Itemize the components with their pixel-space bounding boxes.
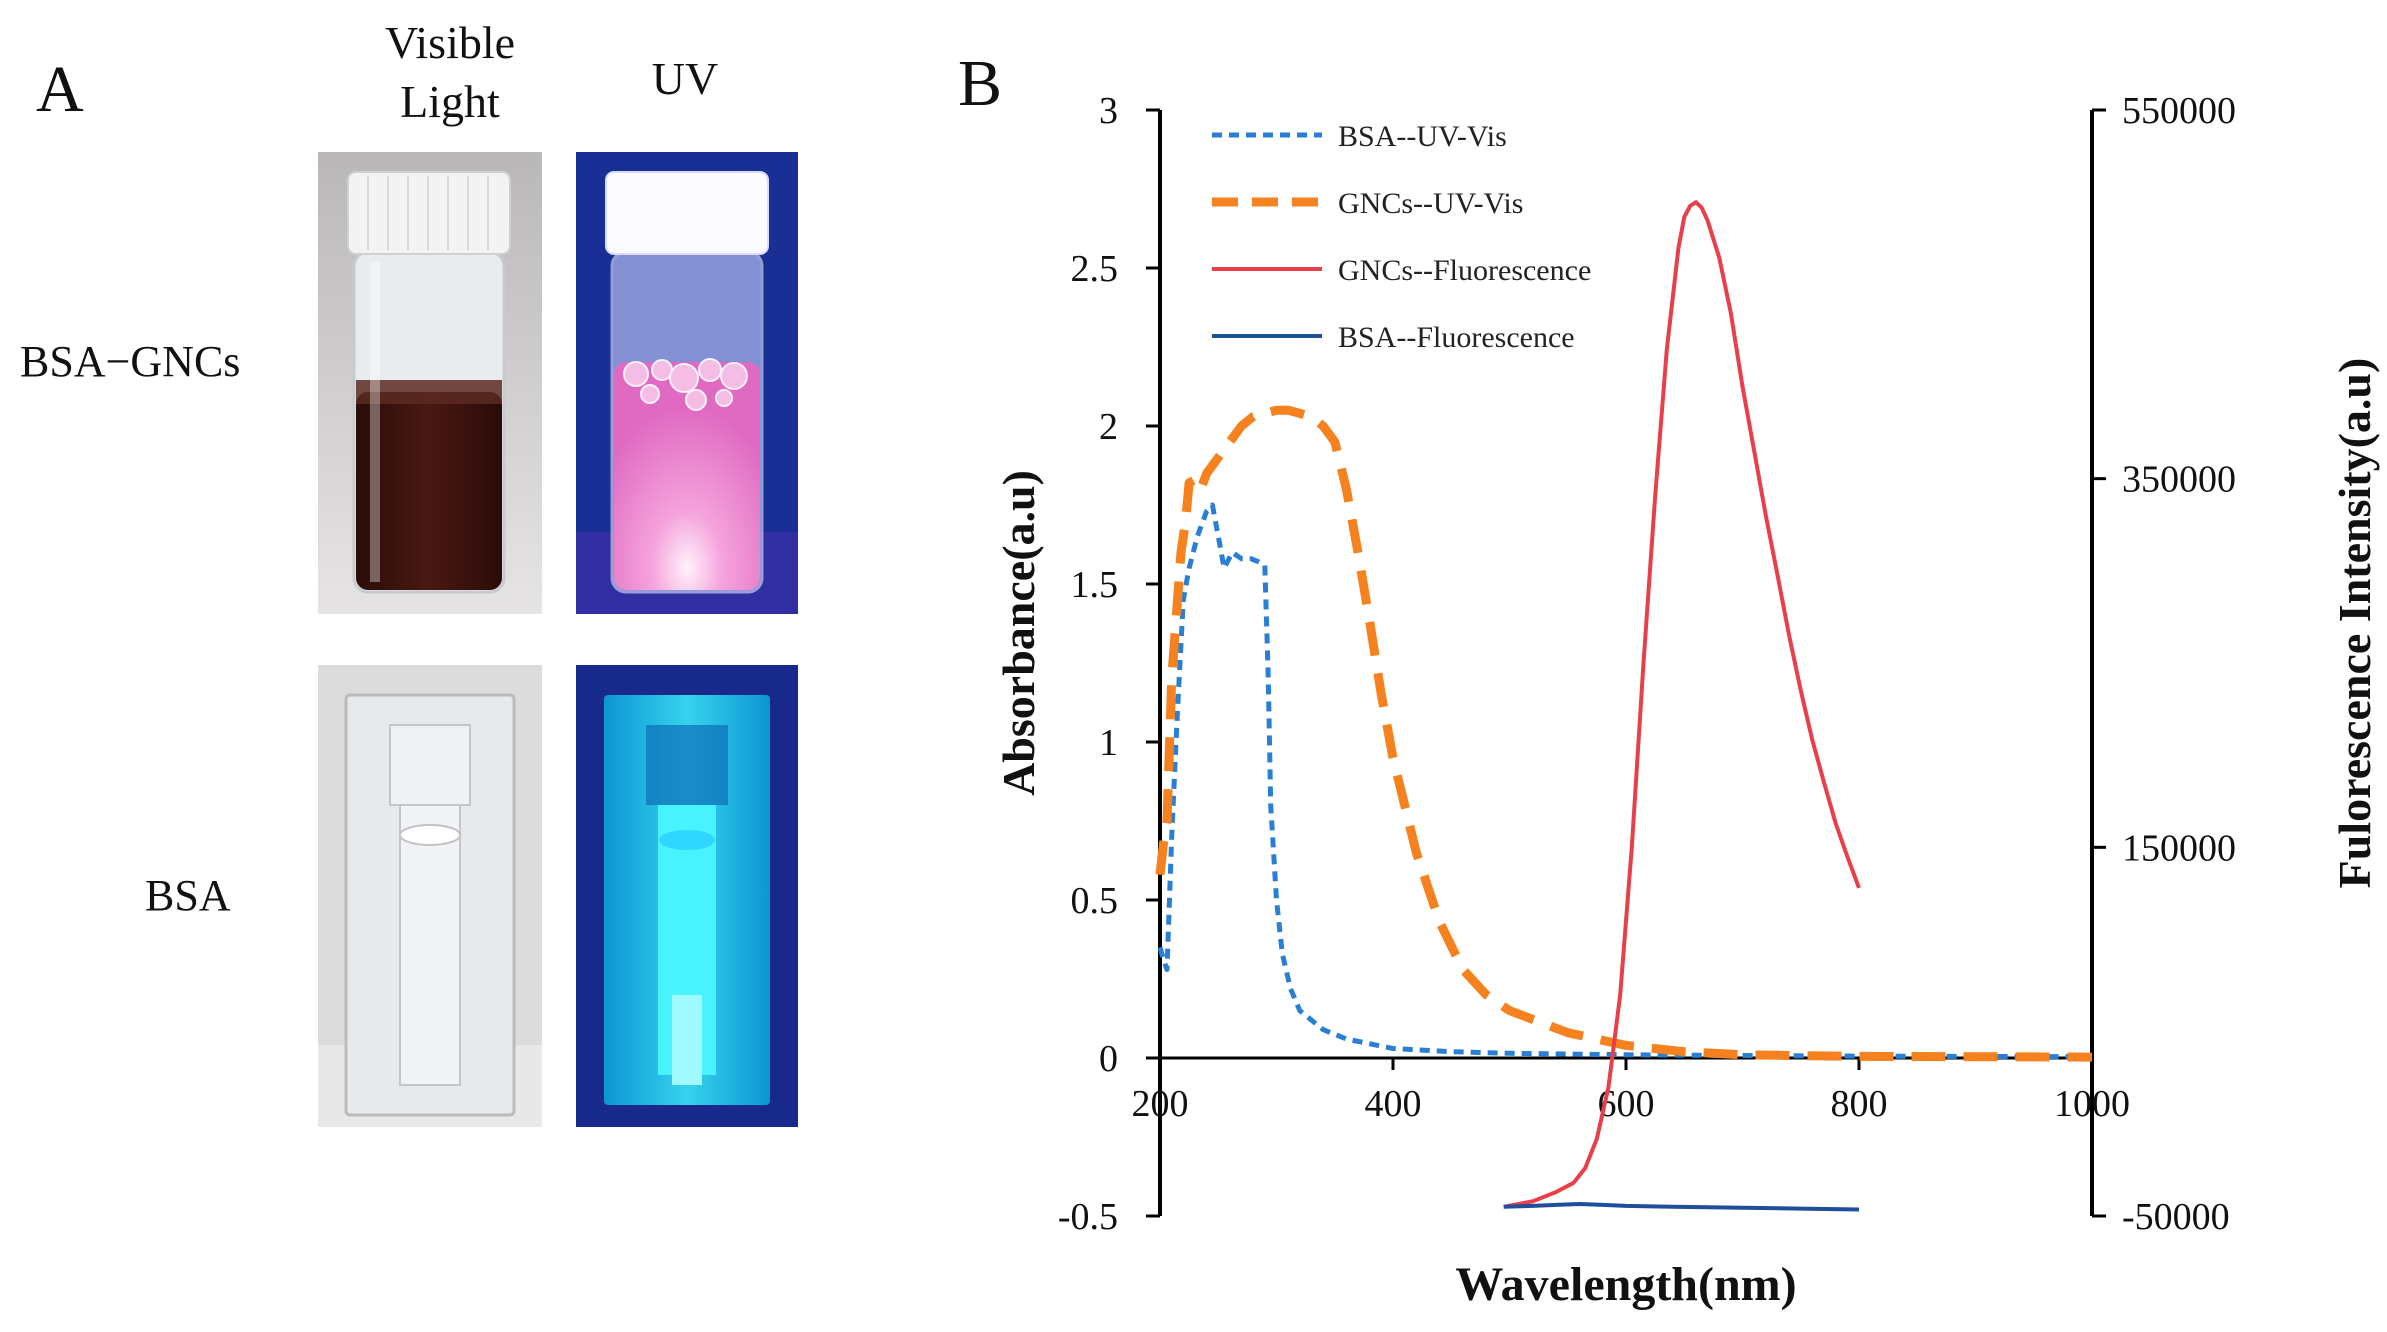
left-y-tick-label: 0: [1099, 1038, 1118, 1080]
column-header-visible-line1: Visible: [384, 17, 516, 68]
cuvette-clear-illustration: [318, 665, 542, 1127]
photo-bsa-uv: [576, 665, 798, 1127]
x-tick-label: 800: [1831, 1083, 1888, 1125]
right-y-tick-label: 550000: [2122, 90, 2236, 132]
series-layer: [1155, 200, 2093, 1212]
x-tick-label: 400: [1365, 1083, 1422, 1125]
photo-bsa-visible: [318, 665, 542, 1127]
bubbles: [623, 358, 748, 411]
left-y-tick-label: 1: [1099, 722, 1118, 764]
column-header-uv: UV: [651, 53, 719, 104]
legend: BSA--UV-Vis GNCs--UV-Vis GNCs--Fluorescenc…: [1212, 120, 1591, 354]
right-y-tick-label: 350000: [2122, 459, 2236, 501]
series-line-gncs-uv-vis: [1155, 405, 2093, 1062]
right-y-tick-label: 150000: [2122, 827, 2236, 869]
vial-dark-illustration: [318, 152, 542, 614]
left-y-tick-label: -0.5: [1058, 1196, 1118, 1238]
x-tick-label: 1000: [2054, 1083, 2130, 1125]
left-y-axis-title: Absorbance(a.u): [993, 470, 1044, 796]
legend-label: BSA--UV-Vis: [1338, 120, 1507, 153]
photo-bsa-gncs-uv: [576, 152, 798, 614]
axis-titles: Wavelength(nm) Absorbance(a.u) Fulorescenc…: [993, 358, 2380, 1311]
left-y-tick-label: 3: [1099, 90, 1118, 132]
legend-label: GNCs--UV-Vis: [1338, 187, 1523, 220]
column-header-visible-line2: Light: [400, 75, 500, 127]
x-axis-title: Wavelength(nm): [1455, 1258, 1796, 1311]
row-label-bsa-gncs: BSA−GNCs: [20, 337, 241, 386]
axes-layer: -0.5 0 0.5 1 1.5 2 2.5 3 -50000 150000 350000 55000…: [1058, 90, 2236, 1238]
series-line-bsa-fluorescence: [1503, 1202, 1860, 1212]
left-y-tick-label: 0.5: [1071, 880, 1119, 922]
column-header-visible-light: Visible Light: [330, 14, 570, 132]
right-y-axis-title: Fulorescence Intensity(a.u): [2329, 358, 2380, 889]
left-y-tick-label: 1.5: [1071, 564, 1119, 606]
panel-b-letter: B: [958, 47, 1003, 120]
panel-a-letter: A: [36, 53, 84, 126]
legend-label: BSA--Fluorescence: [1338, 321, 1575, 354]
cuvette-cyan-illustration: [576, 665, 798, 1127]
series-line-bsa-uv-vis: [1157, 502, 2093, 1060]
legend-label: GNCs--Fluorescence: [1338, 254, 1591, 287]
photo-bsa-gncs-visible: [318, 152, 542, 614]
row-label-bsa: BSA: [145, 871, 231, 920]
left-y-tick-label: 2: [1099, 406, 1118, 448]
series-line-gncs-fluorescence: [1503, 200, 1861, 1209]
vial-pink-illustration: [576, 152, 798, 614]
right-y-tick-label: -50000: [2122, 1196, 2230, 1238]
x-tick-label: 200: [1132, 1083, 1189, 1125]
left-y-tick-label: 2.5: [1071, 248, 1119, 290]
